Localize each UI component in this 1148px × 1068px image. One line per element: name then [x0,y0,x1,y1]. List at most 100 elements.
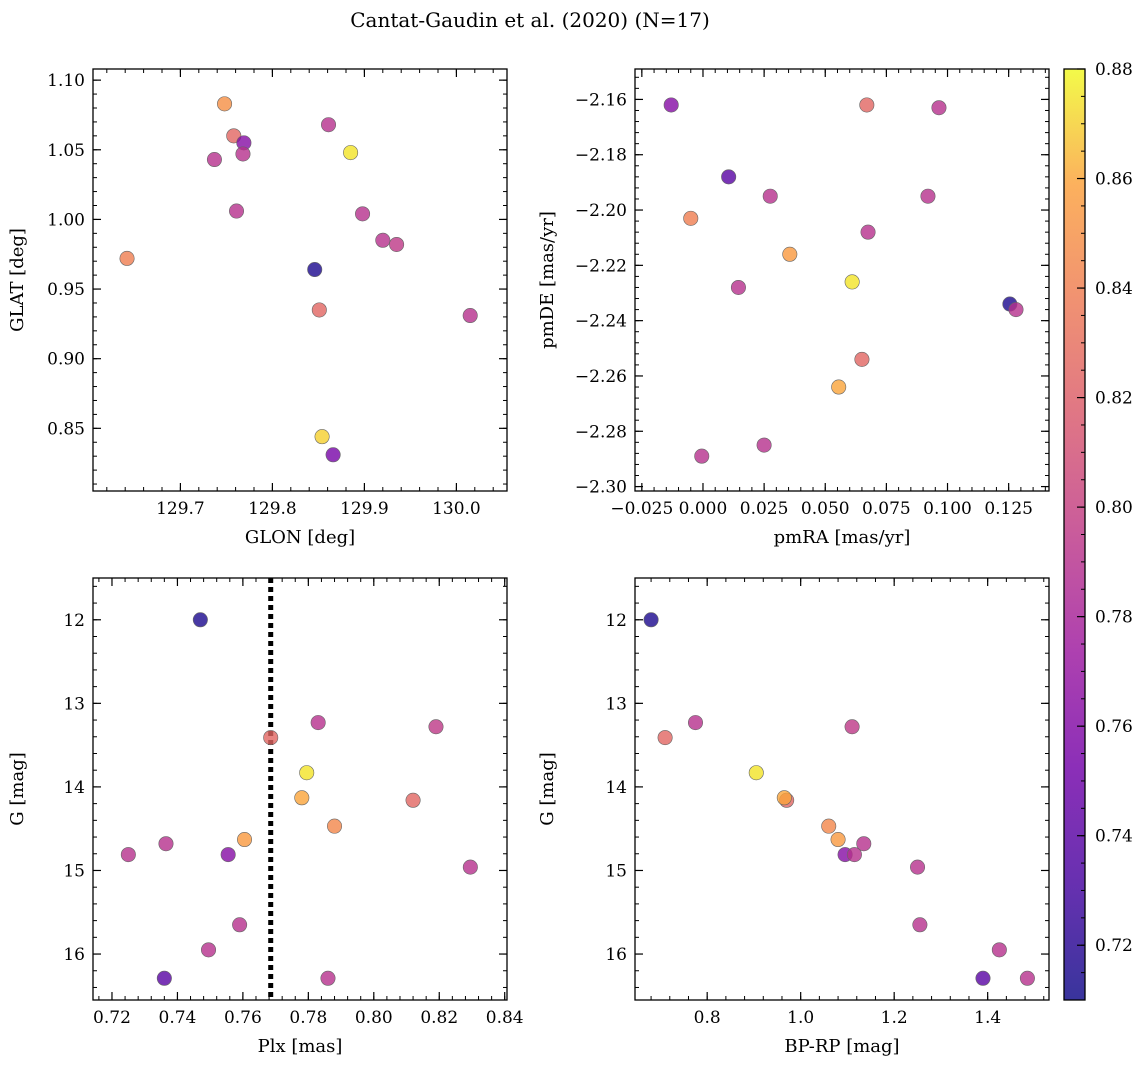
plot-frame [634,577,1050,1001]
data-point [782,246,798,262]
panel-plx-g: 0.72 0.74 0.76 0.78 0.80 0.82 0.84 12 13 14 15 16 Pl… [7,577,524,1057]
data-point [1019,970,1035,986]
data-point [846,847,862,863]
data-point [657,730,673,746]
y-tick-label: 0.90 [47,350,85,370]
x-tick-label: 0.075 [862,499,911,519]
plot-frame [634,68,1050,492]
y-tick-label: 13 [605,694,627,714]
y-tick-label: 0.95 [47,280,85,300]
data-point [343,145,359,161]
data-point [748,765,764,781]
data-point [217,96,233,112]
y-tick-label: 12 [605,611,627,631]
y-tick-label: 15 [63,861,85,881]
colorbar-tick-label: 0.80 [1095,498,1133,518]
data-point [694,448,710,464]
y-axis-label: GLAT [deg] [7,228,28,332]
data-point [844,719,860,735]
data-point [730,279,746,295]
x-tick-label: 0.125 [984,499,1033,519]
y-axis-label: G [mag] [537,752,558,825]
data-point [844,274,860,290]
y-tick-label: 13 [63,694,85,714]
x-tick-label: 0.100 [923,499,972,519]
y-tick-label: 14 [605,778,627,798]
data-point [428,719,444,735]
data-point [237,832,253,848]
y-tick-label: 16 [63,945,85,965]
panel-pmra-pmde: −0.025 0.000 0.025 0.050 0.075 0.100 0.125 −2.3… [537,68,1050,548]
data-point [643,612,659,628]
data-point [314,429,330,445]
y-tick-label: −2.22 [575,256,627,276]
data-point [355,206,371,222]
data-point [263,730,279,746]
panel-bprp-g: 0.8 1.0 1.2 1.4 12 13 14 15 16 BP-RP [mag] G [mag] [537,577,1050,1057]
plot-frame [92,577,508,1001]
y-tick-label: 16 [605,945,627,965]
y-tick-label: −2.26 [575,367,627,387]
data-point [120,847,136,863]
data-point [991,942,1007,958]
x-tick-label: 129.9 [340,499,389,519]
y-tick-label: 1.05 [47,141,85,161]
x-tick-label: −0.025 [610,499,673,519]
data-point [1008,302,1024,318]
data-point [327,818,343,834]
y-axis-label: pmDE [mas/yr] [537,211,558,349]
x-tick-label: 0.025 [740,499,789,519]
data-point [856,836,872,852]
data-point [683,210,699,226]
data-point [156,970,172,986]
panels: 129.7 129.8 129.9 130.0 0.85 0.90 0.95 1.00 1.05… [7,68,1050,1057]
x-axis-label: pmRA [mas/yr] [774,527,911,548]
plot-frame [92,68,508,492]
data-point [831,379,847,395]
data-point [462,859,478,875]
data-point [375,232,391,248]
data-point [910,859,926,875]
x-tick-label: 0.74 [159,1008,197,1028]
data-point [912,917,928,933]
x-tick-label: 1.4 [974,1008,1001,1028]
data-point [325,447,341,463]
data-point [320,970,336,986]
colorbar: 0.72 0.74 0.76 0.78 0.80 0.82 0.84 0.86 0.88 [1063,60,1133,1001]
colorbar-tick-label: 0.84 [1095,279,1133,299]
y-tick-label: −2.28 [575,422,627,442]
y-tick-label: −2.16 [575,90,627,110]
y-tick-label: 12 [63,611,85,631]
x-tick-label: 129.7 [156,499,205,519]
data-point [762,188,778,204]
x-tick-label: 1.2 [881,1008,908,1028]
data-point [389,236,405,252]
x-axis-label: Plx [mas] [258,1036,343,1057]
data-point [294,790,310,806]
y-tick-label: −2.18 [575,146,627,166]
x-tick-label: 0.000 [679,499,728,519]
data-point [756,437,772,453]
data-point [299,765,315,781]
data-point [975,970,991,986]
y-tick-label: −2.20 [575,201,627,221]
colorbar-tick-label: 0.74 [1095,827,1133,847]
data-point [311,302,327,318]
data-point [830,832,846,848]
y-tick-label: 15 [605,861,627,881]
data-point [119,250,135,266]
x-tick-label: 0.72 [93,1008,131,1028]
y-tick-label: −2.30 [575,478,627,498]
data-point [462,308,478,324]
x-tick-label: 0.76 [224,1008,262,1028]
data-point [229,203,245,219]
data-point [192,612,208,628]
data-point [854,351,870,367]
data-point [158,836,174,852]
data-point [307,262,323,278]
x-tick-label: 0.8 [694,1008,721,1028]
data-point [721,169,737,185]
y-axis-label: G [mag] [7,752,28,825]
colorbar-tick-label: 0.72 [1095,936,1133,956]
